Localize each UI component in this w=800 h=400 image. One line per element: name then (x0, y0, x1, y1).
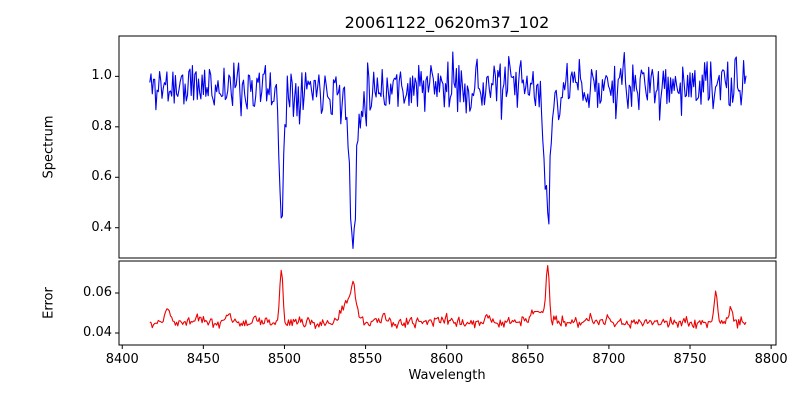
x-axis-label: Wavelength (408, 368, 486, 383)
error-line (149, 265, 747, 329)
spectrum-y-axis-label: Spectrum (41, 115, 57, 179)
x-tick-label: 8600 (430, 352, 464, 367)
spectrum-y-tick-label: 0.4 (91, 219, 112, 235)
spectrum-y-tick-label: 0.6 (91, 169, 112, 185)
chart-title: 20061122_0620m37_102 (344, 13, 550, 32)
error-axes-frame (118, 260, 777, 346)
error-y-axis-label: Error (41, 287, 57, 319)
error-y-tick-label: 0.06 (83, 285, 112, 300)
x-tick-label: 8650 (511, 352, 545, 367)
spectrum-y-tick-label: 0.8 (91, 118, 112, 134)
x-tick-label: 8700 (592, 352, 626, 367)
x-tick-label: 8450 (186, 352, 220, 367)
x-tick-label: 8400 (105, 352, 139, 367)
spectrum-axes-frame (118, 35, 777, 259)
spectrum-y-tick-label: 1.0 (91, 68, 112, 84)
x-tick-label: 8500 (267, 352, 301, 367)
spectrum-line (149, 51, 747, 249)
error-y-tick-label: 0.04 (83, 325, 112, 340)
x-tick-label: 8800 (754, 352, 788, 367)
x-tick-label: 8550 (349, 352, 383, 367)
x-tick-label: 8750 (673, 352, 707, 367)
